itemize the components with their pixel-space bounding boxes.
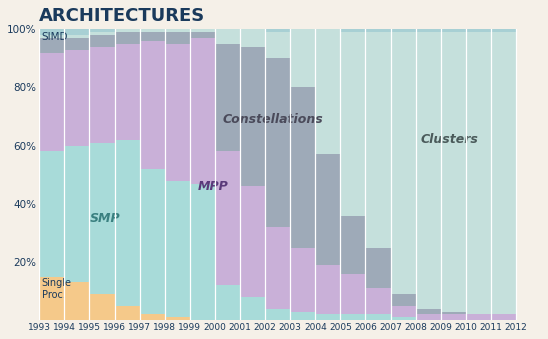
Text: Clusters: Clusters xyxy=(421,133,478,146)
Text: SMP: SMP xyxy=(89,212,120,225)
Text: ARCHITECTURES: ARCHITECTURES xyxy=(39,7,205,25)
Text: Single
Proc.: Single Proc. xyxy=(42,278,72,300)
Text: SIMD: SIMD xyxy=(42,32,68,42)
Text: MPP: MPP xyxy=(197,180,228,193)
Text: Constellations: Constellations xyxy=(222,113,323,126)
